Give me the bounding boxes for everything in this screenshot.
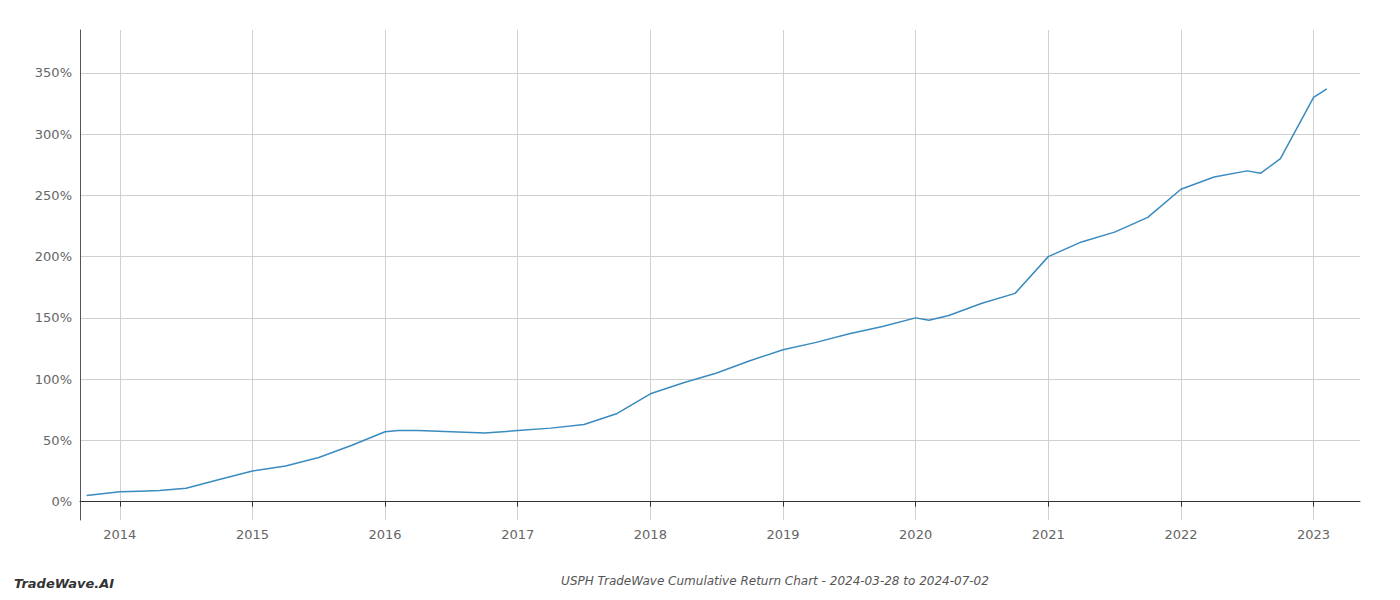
svg-text:200%: 200%	[35, 249, 72, 264]
svg-text:2020: 2020	[899, 527, 932, 542]
svg-text:2014: 2014	[103, 527, 136, 542]
svg-text:100%: 100%	[35, 372, 72, 387]
svg-text:2023: 2023	[1297, 527, 1330, 542]
svg-text:250%: 250%	[35, 188, 72, 203]
svg-text:300%: 300%	[35, 127, 72, 142]
svg-text:2018: 2018	[634, 527, 667, 542]
svg-text:TradeWave.AI: TradeWave.AI	[14, 576, 114, 591]
svg-text:USPH TradeWave Cumulative Retu: USPH TradeWave Cumulative Return Chart -…	[561, 574, 989, 588]
svg-text:2021: 2021	[1032, 527, 1065, 542]
svg-text:50%: 50%	[43, 433, 72, 448]
svg-text:2016: 2016	[369, 527, 402, 542]
svg-text:2015: 2015	[236, 527, 269, 542]
svg-text:0%: 0%	[51, 494, 72, 509]
svg-text:150%: 150%	[35, 310, 72, 325]
svg-text:350%: 350%	[35, 65, 72, 80]
svg-text:2017: 2017	[501, 527, 534, 542]
svg-text:2019: 2019	[766, 527, 799, 542]
svg-text:2022: 2022	[1164, 527, 1197, 542]
